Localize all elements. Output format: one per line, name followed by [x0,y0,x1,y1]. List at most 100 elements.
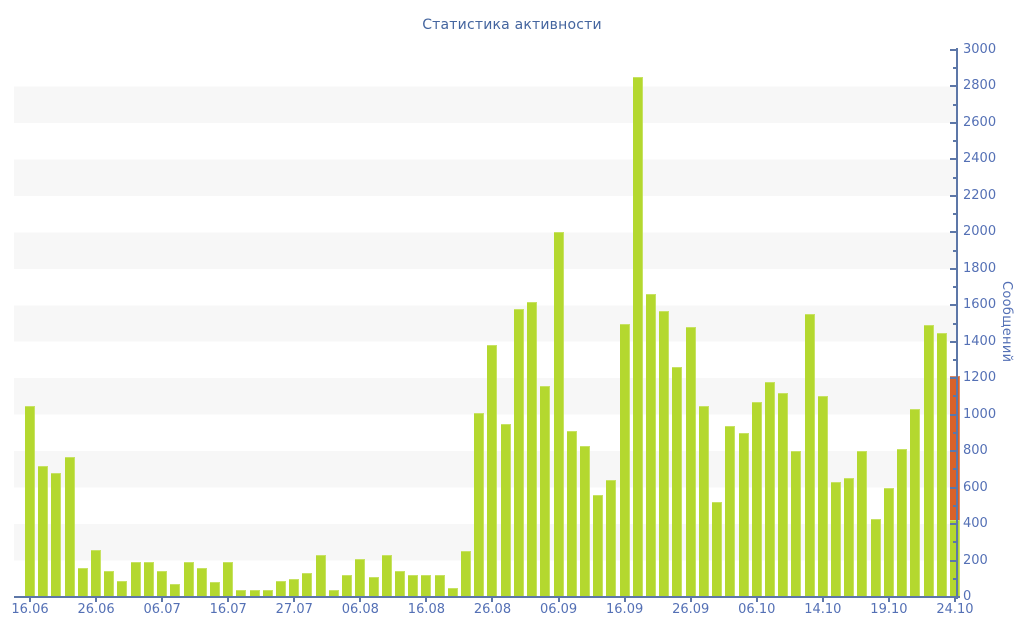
bar[interactable] [421,575,432,597]
bar[interactable] [712,502,723,597]
bar[interactable] [844,478,855,597]
bar[interactable] [104,571,115,597]
x-major-tick [623,597,626,602]
bar[interactable] [64,456,75,597]
y-major-tick [950,158,958,161]
bar[interactable] [632,77,643,597]
y-tick-label: 1800 [963,260,997,276]
y-tick-label: 2400 [963,151,997,167]
plot-area [14,50,960,597]
bar[interactable] [500,423,511,597]
bar[interactable] [91,549,102,597]
bar[interactable] [566,431,577,597]
bar[interactable] [513,308,524,597]
bar[interactable] [764,381,775,597]
bar[interactable] [659,310,670,597]
bar[interactable] [593,494,604,597]
bar[interactable] [77,567,88,597]
bar[interactable] [302,573,313,597]
bar[interactable] [262,589,273,597]
bar[interactable] [130,562,141,597]
y-major-tick [950,450,958,453]
x-major-tick [953,597,956,602]
bar[interactable] [394,571,405,597]
bar[interactable] [342,575,353,597]
y-major-tick [950,304,958,307]
bar[interactable] [857,451,868,597]
bar[interactable] [910,409,921,597]
bar[interactable] [685,327,696,597]
bar[interactable] [606,480,617,597]
bar[interactable] [725,425,736,597]
bar[interactable] [51,473,62,597]
bar[interactable] [170,584,181,597]
bar[interactable] [117,580,128,597]
bar[interactable] [883,487,894,597]
x-tick-label: 16.06 [11,602,49,617]
y-tick-label: 800 [963,443,988,459]
bar[interactable] [38,465,49,597]
bar[interactable] [381,555,392,597]
y-major-tick [950,413,958,416]
bar[interactable] [936,332,947,597]
bar[interactable] [527,301,538,597]
y-major-tick [950,267,958,270]
bar[interactable] [738,432,749,597]
bar[interactable] [276,580,287,597]
x-major-tick [161,597,164,602]
bar[interactable] [487,345,498,597]
bar[interactable] [143,562,154,597]
bar[interactable] [646,294,657,597]
y-tick-label: 600 [963,479,988,495]
y-tick-label: 1400 [963,333,997,349]
bar[interactable] [698,405,709,597]
x-tick-label: 16.09 [606,602,644,617]
x-major-tick [29,597,31,602]
bar[interactable] [157,571,168,597]
bar[interactable] [289,578,300,597]
bar[interactable] [870,518,881,597]
bar[interactable] [328,589,339,597]
bar[interactable] [804,314,815,597]
y-tick-label: 1600 [963,297,997,313]
bar-segment-green[interactable] [949,519,960,597]
y-minor-tick [953,322,958,325]
bar[interactable] [355,558,366,597]
bar[interactable] [791,451,802,597]
bar[interactable] [368,576,379,597]
bar[interactable] [831,482,842,597]
bar[interactable] [209,582,220,597]
bar[interactable] [447,587,458,597]
bar[interactable] [778,392,789,597]
bar[interactable] [196,567,207,597]
bar[interactable] [236,589,247,597]
bar[interactable] [579,445,590,597]
bar[interactable] [817,396,828,597]
x-major-tick [293,597,296,602]
x-tick-label: 26.06 [77,602,115,617]
bar[interactable] [897,449,908,597]
bar[interactable] [751,401,762,597]
y-minor-tick [953,395,958,398]
bar[interactable] [183,562,194,597]
bar[interactable] [540,385,551,597]
y-tick-label: 2800 [963,78,997,94]
bar[interactable] [25,405,35,597]
bar[interactable] [315,555,326,597]
bar-segment-orange[interactable] [949,376,960,520]
y-tick-label: 1000 [963,406,997,422]
bar[interactable] [474,412,485,597]
y-minor-tick [953,504,958,507]
bar[interactable] [408,575,419,597]
bar[interactable] [923,325,934,597]
bar[interactable] [434,575,445,597]
bar[interactable] [619,323,630,597]
y-tick-label: 0 [963,589,972,604]
bar[interactable] [223,562,234,597]
x-axis-line [14,596,960,598]
bar[interactable] [553,232,564,597]
bar[interactable] [672,367,683,597]
bar[interactable] [461,551,472,597]
bar[interactable] [249,589,260,597]
